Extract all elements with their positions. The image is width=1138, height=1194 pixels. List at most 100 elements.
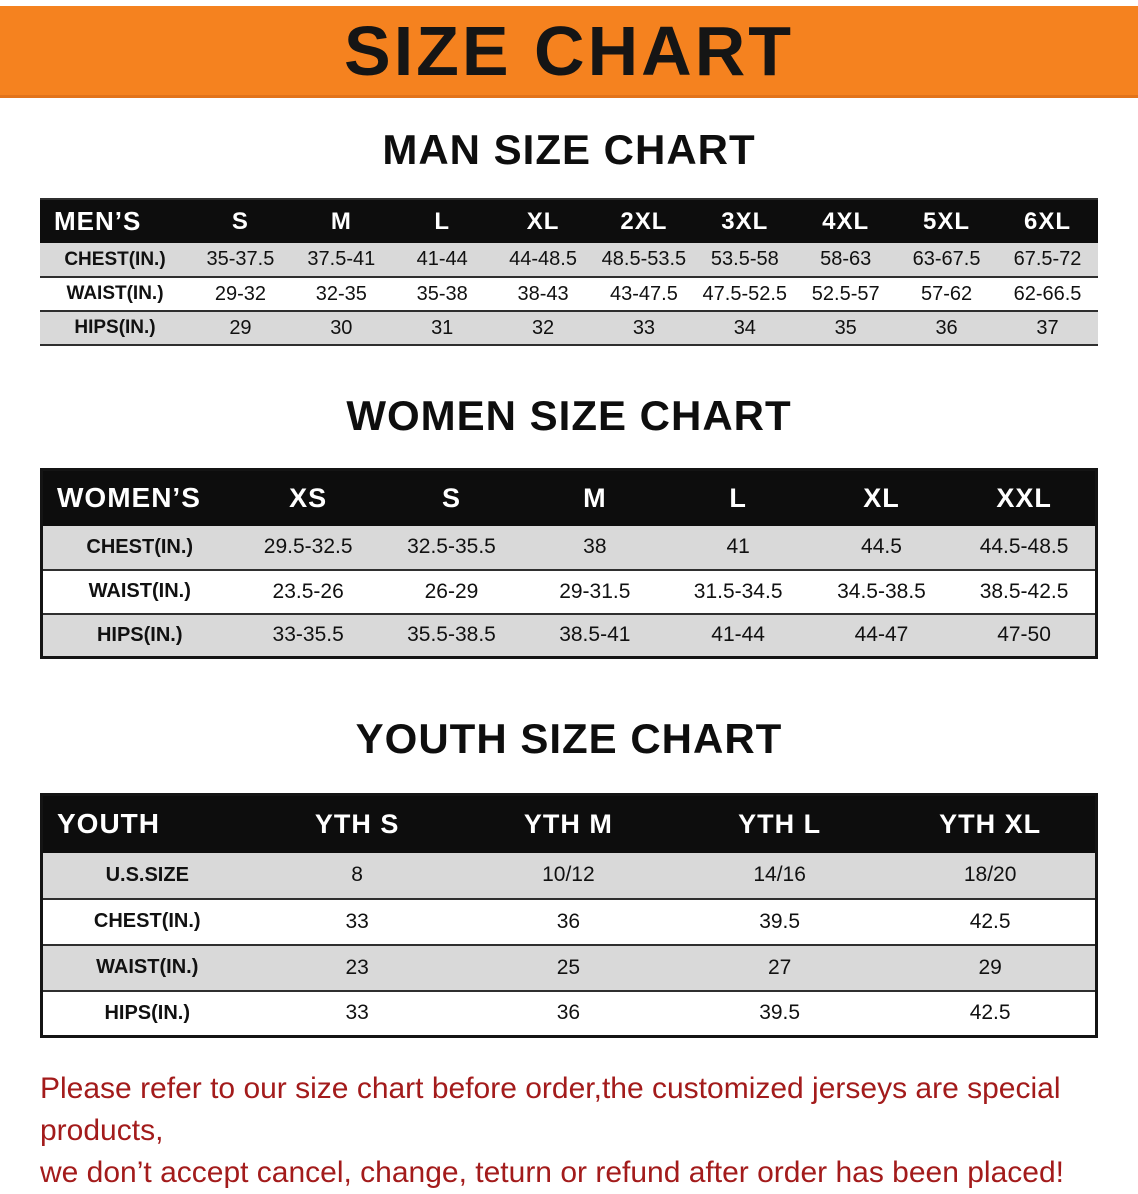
banner: SIZE CHART bbox=[0, 6, 1138, 98]
table-row: WAIST(IN.) 23 25 27 29 bbox=[41, 944, 1097, 991]
size-value-cell: 33 bbox=[345, 1001, 369, 1025]
size-value-cell: 44-48.5 bbox=[509, 248, 577, 270]
size-value-cell: 35 bbox=[834, 316, 857, 339]
size-column-header: XL bbox=[809, 469, 954, 526]
size-value-cell: 44.5-48.5 bbox=[979, 535, 1069, 558]
size-column-header: YTH XL bbox=[885, 794, 1097, 853]
size-column-header: 5XL bbox=[896, 199, 997, 243]
youth-size-table: YOUTH YTH S YTH M YTH L YTH XL U.S.SIZE 8 10/12… bbox=[40, 793, 1098, 1038]
size-value-cell: 57-62 bbox=[920, 282, 973, 305]
size-value-cell: 38-43 bbox=[517, 282, 569, 305]
size-value-cell: 27 bbox=[767, 955, 792, 979]
size-value-cell: 41 bbox=[726, 535, 750, 558]
size-value-cell: 33 bbox=[345, 909, 369, 933]
row-label: CHEST(IN.) bbox=[86, 535, 194, 558]
size-value-cell: 42.5 bbox=[969, 909, 1011, 933]
table-row: CHEST(IN.) 33 36 39.5 42.5 bbox=[41, 899, 1097, 945]
size-column-header: S bbox=[190, 199, 291, 243]
size-value-cell: 38.5-41 bbox=[559, 623, 631, 647]
table-title-cell: WOMEN’S bbox=[41, 469, 237, 526]
header-row: YOUTH YTH S YTH M YTH L YTH XL bbox=[41, 794, 1097, 853]
size-value-cell: 36 bbox=[556, 909, 581, 933]
size-value-cell: 41-44 bbox=[711, 623, 765, 647]
row-label: WAIST(IN.) bbox=[96, 956, 199, 978]
size-value-cell: 67.5-72 bbox=[1013, 248, 1082, 270]
table-row: U.S.SIZE 8 10/12 14/16 18/20 bbox=[41, 852, 1097, 899]
size-value-cell: 37 bbox=[1036, 316, 1059, 339]
disclaimer-line-2: we don’t accept cancel, change, teturn o… bbox=[40, 1156, 1064, 1189]
disclaimer-line-1: Please refer to our size chart before or… bbox=[40, 1072, 1061, 1147]
size-column-header: YTH L bbox=[674, 794, 886, 853]
size-column-header: S bbox=[379, 469, 524, 526]
size-value-cell: 34.5-38.5 bbox=[837, 579, 926, 603]
size-column-header: YTH S bbox=[251, 794, 463, 853]
table-row: WAIST(IN.) 29-32 32-35 35-38 38-43 43-47.5 47.… bbox=[40, 277, 1098, 311]
table-title-cell: MEN’S bbox=[40, 199, 190, 243]
size-value-cell: 25 bbox=[556, 955, 581, 979]
size-value-cell: 18/20 bbox=[963, 863, 1017, 886]
size-value-cell: 52.5-57 bbox=[811, 282, 880, 305]
women-section-heading: WOMEN SIZE CHART bbox=[346, 392, 792, 439]
size-value-cell: 29-32 bbox=[214, 282, 267, 305]
table-row: CHEST(IN.) 35-37.5 37.5-41 41-44 44-48.5 48.5… bbox=[40, 243, 1098, 277]
row-label: CHEST(IN.) bbox=[64, 248, 166, 270]
size-value-cell: 33-35.5 bbox=[272, 623, 344, 647]
size-value-cell: 33 bbox=[632, 316, 656, 339]
size-value-cell: 29 bbox=[978, 955, 1002, 979]
size-value-cell: 37.5-41 bbox=[307, 248, 376, 270]
size-value-cell: 48.5-53.5 bbox=[601, 248, 687, 270]
size-value-cell: 39.5 bbox=[759, 1001, 801, 1025]
size-column-header: XS bbox=[236, 469, 380, 526]
size-value-cell: 47.5-52.5 bbox=[702, 282, 788, 305]
size-column-header: XXL bbox=[953, 469, 1097, 526]
size-value-cell: 35-37.5 bbox=[206, 248, 275, 270]
row-label: HIPS(IN.) bbox=[74, 317, 156, 338]
size-value-cell: 38.5-42.5 bbox=[979, 579, 1069, 603]
size-value-cell: 30 bbox=[330, 316, 353, 339]
row-label: HIPS(IN.) bbox=[104, 1001, 191, 1024]
size-column-header: 6XL bbox=[997, 199, 1098, 243]
size-value-cell: 34 bbox=[733, 316, 756, 339]
banner-title: SIZE CHART bbox=[344, 11, 794, 90]
size-value-cell: 44.5 bbox=[861, 535, 902, 558]
table-title-cell: YOUTH bbox=[41, 794, 252, 853]
size-value-cell: 14/16 bbox=[753, 863, 806, 886]
row-label: WAIST(IN.) bbox=[66, 283, 164, 304]
size-value-cell: 44-47 bbox=[854, 623, 909, 647]
size-column-header: M bbox=[523, 469, 667, 526]
table-row: WAIST(IN.) 23.5-26 26-29 29-31.5 31.5-34.5 34… bbox=[41, 570, 1097, 614]
row-label: HIPS(IN.) bbox=[96, 623, 183, 646]
size-value-cell: 32.5-35.5 bbox=[407, 535, 496, 558]
size-column-header: YTH M bbox=[462, 794, 674, 853]
header-row: MEN’S S M L XL 2XL 3XL 4XL 5XL 6XL bbox=[40, 199, 1098, 243]
size-value-cell: 43-47.5 bbox=[610, 282, 678, 305]
size-value-cell: 53.5-58 bbox=[710, 248, 779, 270]
row-label: U.S.SIZE bbox=[105, 863, 189, 886]
size-value-cell: 8 bbox=[351, 863, 363, 886]
size-value-cell: 47-50 bbox=[997, 623, 1051, 647]
size-column-header: L bbox=[666, 469, 810, 526]
size-column-header: 4XL bbox=[795, 199, 897, 243]
size-value-cell: 36 bbox=[935, 316, 958, 339]
size-value-cell: 41-44 bbox=[416, 248, 468, 270]
size-column-header: 2XL bbox=[593, 199, 695, 243]
youth-section-heading: YOUTH SIZE CHART bbox=[355, 715, 783, 762]
size-value-cell: 10/12 bbox=[542, 863, 595, 886]
size-value-cell: 23.5-26 bbox=[272, 579, 344, 603]
size-value-cell: 58-63 bbox=[820, 248, 872, 270]
size-column-header: M bbox=[290, 199, 392, 243]
size-value-cell: 23 bbox=[345, 955, 369, 979]
size-value-cell: 36 bbox=[556, 1001, 581, 1025]
table-row: HIPS(IN.) 33 36 39.5 42.5 bbox=[41, 991, 1097, 1037]
size-value-cell: 35.5-38.5 bbox=[407, 623, 496, 647]
size-value-cell: 62-66.5 bbox=[1013, 282, 1082, 305]
size-value-cell: 31.5-34.5 bbox=[693, 579, 783, 603]
header-row: WOMEN’S XS S M L XL XXL bbox=[41, 469, 1097, 526]
row-label: WAIST(IN.) bbox=[88, 580, 191, 602]
disclaimer-note: Please refer to our size chart before or… bbox=[40, 1068, 1102, 1194]
size-value-cell: 26-29 bbox=[424, 579, 479, 603]
size-value-cell: 29-31.5 bbox=[559, 579, 631, 603]
size-column-header: L bbox=[391, 199, 493, 243]
size-value-cell: 63-67.5 bbox=[912, 248, 981, 270]
men-section-heading: MAN SIZE CHART bbox=[382, 126, 756, 173]
